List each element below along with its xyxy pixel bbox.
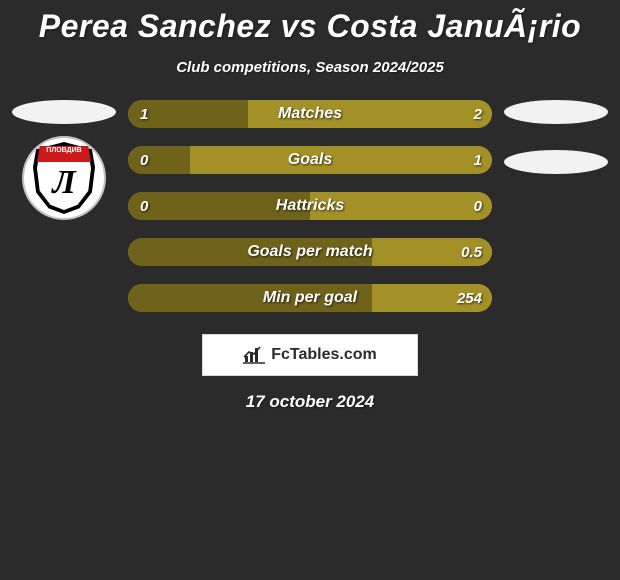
- stat-bar-left: [128, 146, 190, 174]
- stat-value-right: 0: [474, 198, 482, 215]
- right-side-column: [500, 100, 612, 312]
- stat-row: Hattricks 0 0: [128, 192, 492, 220]
- stat-value-right: 2: [474, 106, 482, 123]
- shield-letter: Л: [33, 164, 95, 202]
- stat-bar-right: [190, 146, 492, 174]
- right-ellipse-2: [504, 150, 608, 174]
- page-subtitle: Club competitions, Season 2024/2025: [0, 59, 620, 76]
- stat-value-right: 1: [474, 152, 482, 169]
- stat-label: Matches: [278, 105, 342, 123]
- stats-area: ПЛОВДИВ Л Matches12Goals01Hattricks00Goa…: [0, 100, 620, 312]
- stat-value-left: 0: [140, 198, 148, 215]
- stat-row: Goals 0 1: [128, 146, 492, 174]
- right-ellipse-1: [504, 100, 608, 124]
- page-title: Perea Sanchez vs Costa JanuÃ¡rio: [0, 0, 620, 45]
- stat-value-right: 254: [457, 290, 482, 307]
- shield-icon: ПЛОВДИВ Л: [33, 142, 95, 214]
- brand-box: FcTables.com: [202, 334, 418, 376]
- left-club-logo: ПЛОВДИВ Л: [22, 136, 106, 220]
- stat-row: Goals per match 0.5: [128, 238, 492, 266]
- left-ellipse-1: [12, 100, 116, 124]
- shield-band-text: ПЛОВДИВ: [37, 146, 91, 162]
- stat-row: Min per goal 254: [128, 284, 492, 312]
- stat-label: Hattricks: [276, 197, 344, 215]
- stat-value-left: 1: [140, 106, 148, 123]
- stat-bars: Matches 1 2 Goals 0 1 Hattricks 0 0 Goals per mat…: [120, 100, 500, 312]
- stat-row: Matches 1 2: [128, 100, 492, 128]
- left-side-column: ПЛОВДИВ Л: [8, 100, 120, 312]
- date-text: 17 october 2024: [0, 392, 620, 412]
- stat-value-left: 0: [140, 152, 148, 169]
- stat-label: Goals per match: [247, 243, 372, 261]
- stat-label: Goals: [288, 151, 332, 169]
- stat-value-right: 0.5: [461, 244, 482, 261]
- bar-chart-icon: [243, 346, 265, 364]
- stat-label: Min per goal: [263, 289, 357, 307]
- brand-text: FcTables.com: [271, 346, 377, 364]
